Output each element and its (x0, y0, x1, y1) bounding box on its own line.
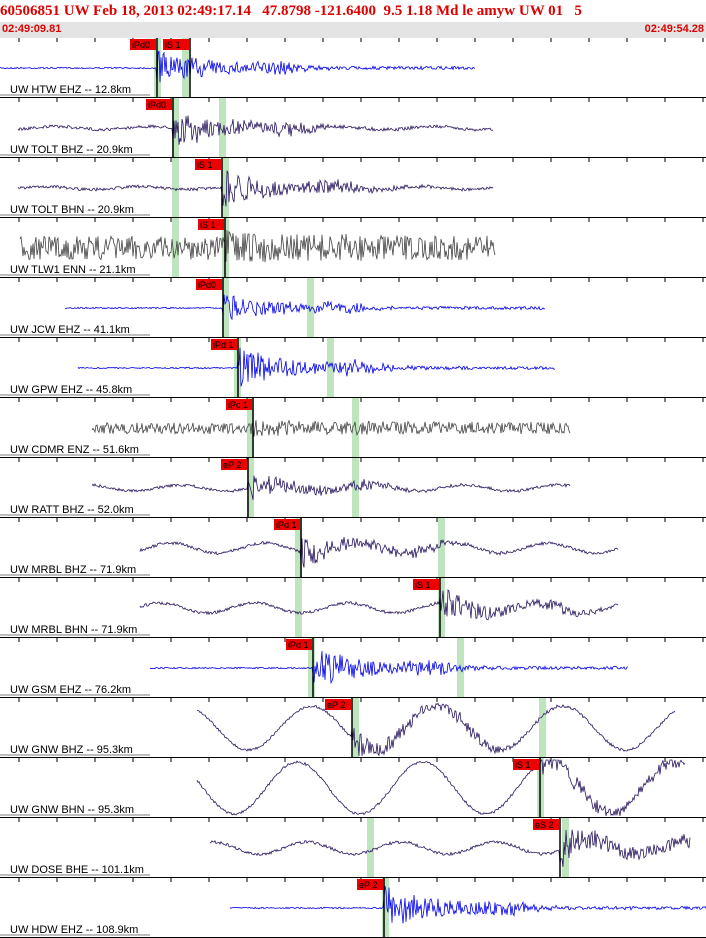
pick-label: iPc 1 (228, 400, 248, 410)
waveform (64, 294, 546, 321)
pick-label: iS 1 (165, 40, 181, 50)
waveform (19, 230, 496, 263)
pick-flag (198, 219, 224, 230)
pick-flag (221, 459, 247, 470)
pick-flag (513, 759, 539, 770)
pick-label: iS 1 (200, 220, 216, 230)
predicted-arrival (222, 158, 229, 218)
pick-flag (274, 519, 300, 530)
trace-label: UW CDMR ENZ -- 51.6km (10, 444, 139, 456)
predicted-arrival (382, 878, 389, 938)
trace-label: UW GNW BHN -- 95.3km (10, 804, 134, 816)
pick-label: eP 2 (327, 700, 345, 710)
pick-label: eS 2 (535, 820, 554, 830)
waveform (77, 347, 556, 387)
predicted-arrival (172, 218, 179, 278)
pick-flag (226, 399, 252, 410)
predicted-arrival (295, 578, 302, 638)
trace-label: UW TLW1 ENN -- 21.1km (10, 264, 136, 276)
predicted-arrival (295, 518, 302, 578)
trace-label: UW TOLT BHZ -- 20.9km (10, 144, 133, 156)
pick-flag (413, 579, 439, 590)
pick-flag (286, 639, 312, 650)
pick-flag (195, 159, 221, 170)
waveform (196, 702, 676, 757)
time-bar: 02:49:09.81 02:49:54.28 (0, 22, 706, 38)
pick-flag (146, 99, 172, 110)
waveform (209, 829, 691, 867)
pick-flag (533, 819, 559, 830)
waveform (139, 589, 619, 621)
trace-label: UW HDW EHZ -- 108.9km (10, 924, 138, 936)
pick-flag (357, 879, 383, 890)
trace-label: UW MRBL BHZ -- 71.9km (10, 564, 136, 576)
pick-label: iPd 1 (288, 640, 309, 650)
pick-label: iS 1 (515, 760, 531, 770)
predicted-arrival (182, 38, 189, 98)
waveform (17, 170, 494, 207)
pick-label: iPd 1 (276, 520, 297, 530)
pick-flag (196, 279, 222, 290)
start-time: 02:49:09.81 (2, 23, 62, 35)
trace-panel: iPd0 iS 1 UW HTW EHZ -- 12.8km iPd0 UW TOLT … (0, 38, 706, 938)
trace-label: UW GSM EHZ -- 76.2km (10, 684, 131, 696)
pick-label: iS 1 (197, 160, 213, 170)
event-title: 60506851 UW Feb 18, 2013 02:49:17.14 47.… (0, 0, 706, 22)
predicted-arrival (222, 278, 229, 338)
trace-label: UW RATT BHZ -- 52.0km (10, 504, 134, 516)
trace-label: UW HTW EHZ -- 12.8km (10, 84, 131, 96)
waveform (196, 758, 686, 816)
pick-flag (130, 39, 156, 50)
pick-label: iPd 1 (213, 340, 234, 350)
predicted-arrival (352, 458, 359, 518)
pick-label: eP 2 (359, 880, 377, 890)
waveform (17, 115, 494, 145)
predicted-arrival (367, 818, 374, 878)
trace-label: UW DOSE BHE -- 101.1km (10, 864, 144, 876)
predicted-arrival (327, 338, 334, 398)
trace-label: UW GPW EHZ -- 45.8km (10, 384, 132, 396)
waveform (149, 651, 629, 685)
trace-label: UW JCW EHZ -- 41.1km (10, 324, 130, 336)
predicted-arrival (539, 698, 546, 758)
waveform (91, 419, 571, 437)
predicted-arrival (352, 698, 359, 758)
pick-label: iPd0 (148, 100, 166, 110)
predicted-arrival (172, 158, 179, 218)
waveform (0, 50, 476, 83)
pick-label: iPd0 (198, 280, 216, 290)
predicted-arrival (219, 98, 226, 158)
trace-label: UW MRBL BHN -- 71.9km (10, 624, 137, 636)
predicted-arrival (307, 278, 314, 338)
pick-label: iPd0 (132, 40, 150, 50)
pick-flag (325, 699, 351, 710)
end-time: 02:49:54.28 (644, 23, 704, 35)
pick-label: iS 1 (415, 580, 431, 590)
pick-flag (211, 339, 237, 350)
pick-label: eP 2 (223, 460, 241, 470)
predicted-arrival (438, 518, 445, 578)
trace-label: UW GNW BHZ -- 95.3km (10, 744, 133, 756)
waveform (139, 536, 619, 568)
trace-label: UW TOLT BHN -- 20.9km (10, 204, 134, 216)
waveform (91, 475, 571, 500)
pick-flag (163, 39, 189, 50)
waveform (229, 885, 706, 924)
